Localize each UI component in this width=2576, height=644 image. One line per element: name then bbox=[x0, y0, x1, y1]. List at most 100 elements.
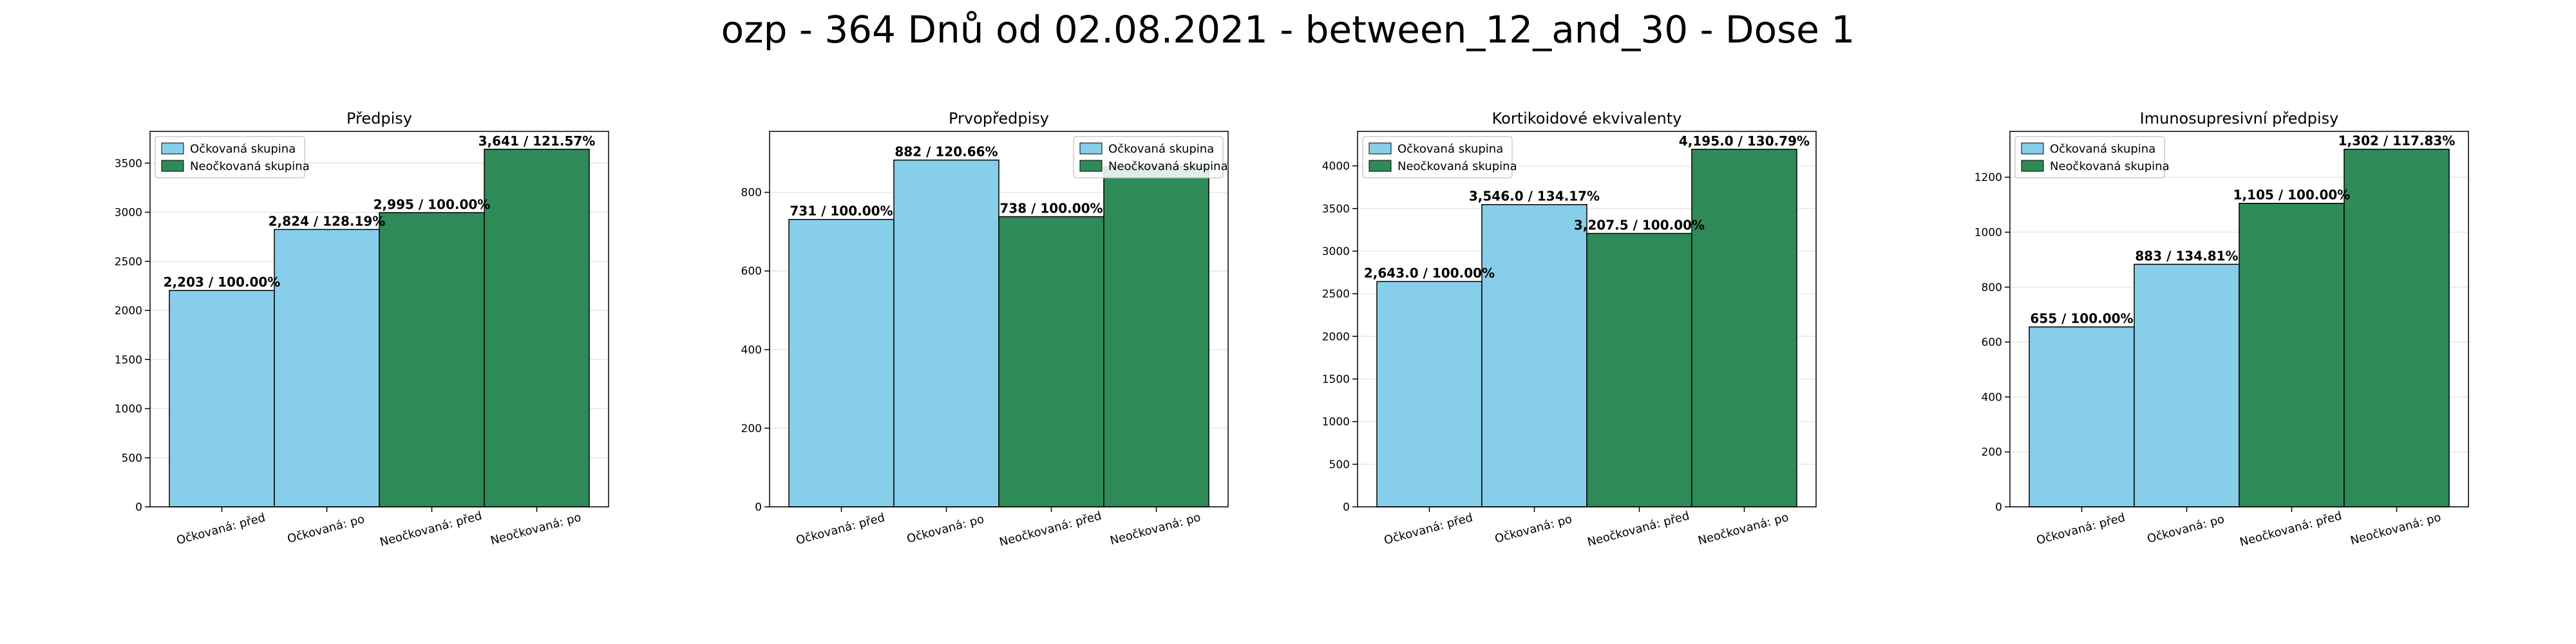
x-tick-label: Neočkovaná: před bbox=[998, 509, 1103, 549]
y-tick-label: 1000 bbox=[1322, 416, 1350, 429]
bar bbox=[893, 159, 999, 507]
legend-swatch bbox=[1079, 160, 1103, 172]
bar bbox=[1586, 232, 1692, 507]
y-tick-label: 0 bbox=[755, 501, 762, 514]
bar-value-label: 3,546.0 / 134.17% bbox=[1469, 189, 1600, 204]
bar-value-label: 883 / 134.81% bbox=[2135, 248, 2238, 263]
bar bbox=[2239, 202, 2345, 507]
y-tick-label: 2000 bbox=[1322, 330, 1350, 343]
y-tick-label: 200 bbox=[741, 422, 762, 435]
axes-frame bbox=[149, 131, 609, 507]
x-tick-label: Neočkovaná: po bbox=[2349, 511, 2443, 548]
bar bbox=[998, 216, 1104, 507]
legend-box bbox=[1362, 136, 1513, 178]
bar bbox=[2134, 263, 2240, 507]
legend: Očkovaná skupina Neočkovaná skupina bbox=[2014, 136, 2170, 178]
bar-value-label: 882 / 120.66% bbox=[895, 144, 998, 160]
bar-value-label: 731 / 100.00% bbox=[790, 204, 893, 219]
subplot-title: Předpisy bbox=[346, 109, 412, 128]
y-tick-label: 1000 bbox=[115, 403, 142, 416]
x-tick-label: Neočkovaná: po bbox=[489, 511, 583, 548]
bar-value-label: 2,203 / 100.00% bbox=[164, 274, 281, 290]
y-tick-label: 2500 bbox=[115, 256, 142, 269]
bar-value-label: 1,105 / 100.00% bbox=[2233, 187, 2351, 203]
x-tick-label: Neočkovaná: po bbox=[1109, 511, 1202, 548]
bar bbox=[1691, 149, 1797, 507]
y-tick-label: 1200 bbox=[1975, 171, 2002, 184]
bar bbox=[274, 229, 380, 507]
y-tick-label: 3000 bbox=[115, 207, 142, 220]
x-tick-label: Očkovaná: po bbox=[905, 513, 985, 546]
subplot-title: Imunosupresivní předpisy bbox=[2140, 109, 2339, 128]
y-tick-label: 500 bbox=[122, 452, 142, 465]
bar bbox=[169, 290, 275, 507]
x-tick-label: Očkovaná: po bbox=[1493, 513, 1573, 546]
subplot-title: Prvopředpisy bbox=[949, 109, 1049, 128]
bar bbox=[2344, 148, 2450, 507]
y-tick-label: 800 bbox=[1982, 281, 2002, 294]
legend-swatch bbox=[2021, 142, 2044, 155]
x-tick-label: Očkovaná: po bbox=[2146, 513, 2226, 546]
y-tick-label: 3500 bbox=[115, 157, 142, 170]
y-tick-label: 0 bbox=[135, 501, 142, 514]
axes-frame bbox=[769, 131, 1229, 507]
legend-label: Neočkovaná skupina bbox=[1397, 160, 1517, 173]
y-tick-label: 0 bbox=[1995, 501, 2002, 514]
y-tick-label: 4000 bbox=[1322, 160, 1350, 173]
x-tick-label: Neočkovaná: před bbox=[2239, 509, 2344, 549]
y-tick-label: 2500 bbox=[1322, 288, 1350, 301]
legend-label: Očkovaná skupina bbox=[1397, 142, 1503, 156]
subplot-title: Kortikoidové ekvivalenty bbox=[1492, 109, 1682, 128]
y-tick-label: 800 bbox=[741, 187, 762, 200]
axes-frame bbox=[2009, 131, 2469, 507]
y-tick-label: 1000 bbox=[1975, 227, 2002, 240]
subplot-3: Kortikoidové ekvivalenty 0 500 1000 1500 2000… bbox=[1322, 109, 1817, 549]
bar bbox=[1481, 204, 1587, 507]
bar bbox=[788, 218, 895, 507]
subplot-4: Imunosupresivní předpisy 0 200 400 600 800 100… bbox=[1975, 109, 2469, 549]
bar bbox=[484, 149, 590, 507]
x-tick-label: Očkovaná: po bbox=[286, 513, 366, 546]
legend-swatch bbox=[161, 160, 184, 172]
legend-label: Očkovaná skupina bbox=[2050, 142, 2155, 156]
legend-swatch bbox=[1368, 160, 1392, 172]
y-tick-label: 500 bbox=[1329, 459, 1350, 471]
legend-label: Neočkovaná skupina bbox=[2050, 160, 2170, 173]
bar-value-label: 655 / 100.00% bbox=[2030, 311, 2133, 327]
legend-label: Očkovaná skupina bbox=[1108, 142, 1214, 156]
y-tick-label: 0 bbox=[1343, 501, 1350, 514]
legend-label: Neočkovaná skupina bbox=[1108, 160, 1228, 173]
axes-frame bbox=[1357, 131, 1817, 507]
bar bbox=[1376, 281, 1482, 507]
y-tick-label: 3500 bbox=[1322, 203, 1350, 216]
x-tick-label: Očkovaná: před bbox=[175, 511, 267, 547]
legend-box bbox=[1073, 136, 1224, 178]
legend-box bbox=[155, 136, 305, 178]
bar-value-label: 2,995 / 100.00% bbox=[374, 196, 491, 212]
y-tick-label: 3000 bbox=[1322, 245, 1350, 258]
legend: Očkovaná skupina Neočkovaná skupina bbox=[155, 136, 310, 178]
subplot-1: Předpisy 0 500 1000 1500 2000 2500 3000 3500 2,20… bbox=[115, 109, 609, 549]
x-tick-label: Očkovaná: před bbox=[2035, 511, 2126, 547]
legend-swatch bbox=[1079, 142, 1103, 155]
y-tick-label: 400 bbox=[1982, 391, 2002, 404]
y-tick-label: 1500 bbox=[1322, 373, 1350, 386]
x-tick-label: Očkovaná: před bbox=[795, 511, 886, 547]
bar bbox=[379, 212, 485, 507]
x-tick-label: Neočkovaná: po bbox=[1697, 511, 1790, 548]
bar-value-label: 3,641 / 121.57% bbox=[478, 133, 596, 149]
subplot-2: Prvopředpisy 0 200 400 600 800 731 / 100.00% 88… bbox=[741, 109, 1229, 549]
bar bbox=[2029, 326, 2135, 507]
y-tick-label: 600 bbox=[1982, 336, 2002, 349]
y-tick-label: 1500 bbox=[115, 354, 142, 366]
bar-value-label: 4,195.0 / 130.79% bbox=[1679, 133, 1810, 149]
x-tick-label: Neočkovaná: před bbox=[379, 509, 484, 549]
legend-box bbox=[2014, 136, 2165, 178]
legend-swatch bbox=[161, 142, 184, 155]
legend: Očkovaná skupina Neočkovaná skupina bbox=[1362, 136, 1517, 178]
bar-value-label: 2,824 / 128.19% bbox=[269, 213, 386, 229]
figure-title: ozp - 364 Dnů od 02.08.2021 - between_12… bbox=[721, 8, 1855, 52]
y-tick-label: 400 bbox=[741, 344, 762, 357]
x-tick-label: Očkovaná: před bbox=[1383, 511, 1474, 547]
